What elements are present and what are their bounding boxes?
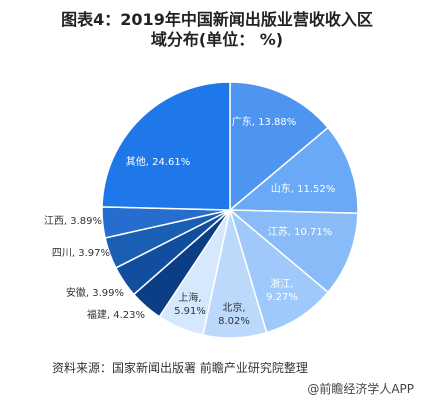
pie-labels: 广东, 13.88% 山东, 11.52% 江苏, 10.71% 浙江, 9.27% 北京… [44, 115, 335, 327]
pie-label-其他: 其他, 24.61% [126, 155, 191, 168]
pie-label-江西: 江西, 3.89% [44, 215, 102, 227]
pie-slice-山东 [228, 126, 359, 214]
pie-label-福建: 福建, 4.23% [87, 308, 145, 321]
source-text: 资料来源：国家新闻出版署 前瞻产业研究院整理 [52, 361, 308, 375]
pie-label-浙江: 浙江, 9.27% [266, 278, 298, 303]
pie-label-上海: 上海, 5.91% [174, 291, 206, 317]
chart-title: 图表4：2019年中国新闻出版业营收收入区 域分布(单位： %) [61, 10, 373, 49]
pie-label-山东: 山东, 11.52% [271, 182, 336, 195]
pie-label-广东: 广东, 13.88% [232, 115, 297, 128]
pie-slices [101, 81, 359, 339]
pie-slice-江苏 [227, 209, 359, 294]
pie-slice-广东 [229, 81, 330, 212]
pie-slice-其他 [101, 81, 231, 211]
pie-label-北京: 北京, 8.02% [218, 301, 250, 327]
footer-watermark: @前瞻经济学人APP [307, 382, 414, 396]
pie-label-四川: 四川, 3.97% [52, 248, 110, 259]
pie-label-安徽: 安徽, 3.99% [66, 286, 124, 299]
pie-label-江苏: 江苏, 10.71% [268, 225, 333, 238]
